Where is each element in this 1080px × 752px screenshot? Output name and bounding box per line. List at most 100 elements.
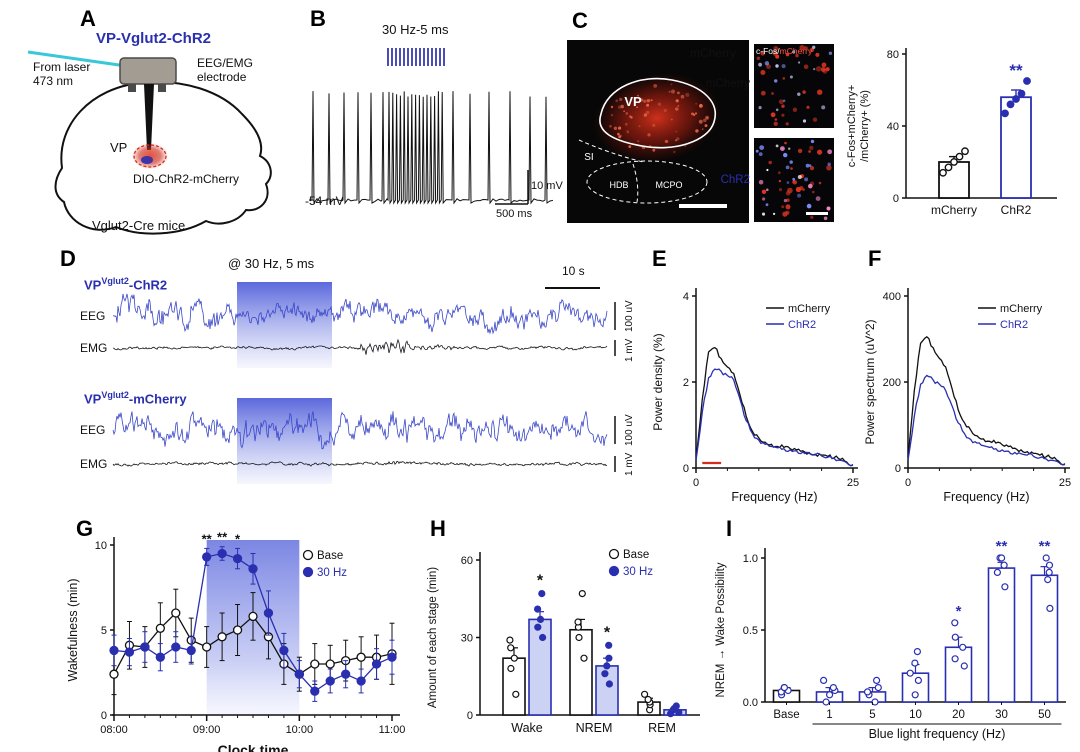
data-point bbox=[578, 589, 586, 598]
mouse-brain-schematic bbox=[27, 50, 272, 235]
mcpo-image-label: MCPO bbox=[656, 180, 683, 190]
vp-boundary bbox=[599, 77, 716, 149]
stim-protocol-label: @ 30 Hz, 5 ms bbox=[228, 256, 315, 271]
electrode-screw bbox=[128, 84, 136, 92]
data-point bbox=[675, 708, 683, 716]
laser-label-line1: From laser bbox=[33, 60, 91, 74]
mcherry-eeg-scale-label: 100 uV bbox=[624, 414, 635, 446]
eeg-emg-headstage bbox=[119, 57, 177, 85]
data-point bbox=[263, 608, 274, 618]
x-tick-label: 50 bbox=[1038, 709, 1051, 721]
vp-fluorescence-image: VP SI HDB MCPO bbox=[567, 40, 749, 223]
series-line bbox=[907, 374, 1066, 466]
mcherry-eeg-label: EEG bbox=[80, 423, 106, 437]
membrane-potential-label: -54 mV bbox=[305, 194, 344, 208]
panel-h-label: H bbox=[430, 516, 446, 541]
spike-train-trace bbox=[309, 48, 554, 205]
image-scalebar bbox=[679, 204, 727, 208]
data-point bbox=[1017, 89, 1026, 98]
chr2-eeg-scale-label: 100 uV bbox=[624, 300, 635, 332]
data-point bbox=[911, 691, 919, 699]
inset-stain-label: c-Fos/mCherry bbox=[756, 46, 812, 56]
laser-label-line2: 473 nm bbox=[33, 74, 74, 88]
data-point bbox=[140, 642, 150, 652]
x-axis-label: Clock time bbox=[218, 742, 289, 752]
stage-amount-chart: 0 30 60 Wake NREM REM * * Base 30 Hz Amount of eac… bbox=[427, 548, 700, 735]
data-point bbox=[109, 669, 119, 679]
significance-mark: ** bbox=[996, 538, 1008, 555]
data-point bbox=[605, 654, 613, 662]
data-point bbox=[605, 641, 613, 649]
chr2-title-prefix: VP bbox=[84, 277, 102, 293]
panel-b-label: B bbox=[310, 6, 326, 31]
significance-mark: ** bbox=[1009, 61, 1023, 80]
chr2-title-suffix: -ChR2 bbox=[128, 277, 168, 293]
signal-trace bbox=[112, 460, 608, 467]
x-category-label: ChR2 bbox=[1001, 203, 1032, 217]
mcherry-title-sup: Vglut2 bbox=[101, 390, 129, 400]
y-axis-label: /mCherry+ (%) bbox=[859, 90, 871, 162]
data-point bbox=[913, 647, 921, 656]
hdb-mcpo-boundary bbox=[586, 160, 708, 204]
electrode-screw bbox=[158, 84, 166, 92]
signal-trace bbox=[112, 411, 608, 450]
y-tick-label: 10 bbox=[95, 540, 107, 552]
data-point bbox=[232, 625, 243, 635]
time-scale-label: 500 ms bbox=[496, 208, 533, 220]
power-density-chart: 0 2 4 0 25 mCherry ChR2 Frequency (Hz) Power den… bbox=[651, 288, 859, 504]
series-line bbox=[695, 368, 854, 467]
data-point bbox=[822, 698, 830, 706]
x-axis-label: Blue light frequency (Hz) bbox=[869, 727, 1006, 741]
panel-e-label: E bbox=[652, 246, 667, 271]
signal-trace bbox=[112, 338, 608, 355]
x-category-label: Wake bbox=[511, 721, 543, 735]
y-tick-label: 0 bbox=[893, 193, 899, 205]
legend-label: ChR2 bbox=[788, 319, 816, 331]
panel-f-label: F bbox=[868, 246, 882, 271]
data-point bbox=[874, 684, 882, 692]
significance-mark: * bbox=[956, 603, 962, 620]
panel-a-label: A bbox=[80, 6, 96, 31]
data-point bbox=[1012, 95, 1020, 103]
data-point bbox=[1006, 100, 1015, 109]
voltage-scale-label: 10 mV bbox=[531, 180, 563, 192]
data-point bbox=[911, 659, 919, 667]
data-point bbox=[325, 659, 335, 669]
data-point bbox=[993, 568, 1001, 577]
electrode-label-line2: electrode bbox=[197, 70, 247, 84]
x-tick-label: 10 bbox=[909, 709, 922, 721]
x-category-label: NREM bbox=[576, 721, 613, 735]
data-point bbox=[951, 655, 959, 663]
data-point bbox=[534, 623, 542, 631]
data-point bbox=[825, 691, 834, 699]
data-point bbox=[1000, 561, 1008, 569]
data-point bbox=[279, 645, 289, 656]
data-point bbox=[356, 676, 366, 686]
data-point bbox=[955, 152, 964, 161]
data-point bbox=[538, 633, 547, 642]
chr2-emg-label: EMG bbox=[80, 341, 108, 355]
y-tick-label: 1.0 bbox=[743, 553, 758, 565]
data-point bbox=[819, 676, 828, 684]
x-tick-label: 10:00 bbox=[286, 724, 314, 736]
data-point bbox=[186, 645, 196, 656]
stim-shade-mcherry bbox=[237, 398, 332, 484]
x-tick-label: 5 bbox=[869, 709, 875, 721]
x-tick-label: 30 bbox=[995, 709, 1008, 721]
data-point bbox=[580, 654, 588, 662]
data-point bbox=[641, 690, 649, 698]
legend-label: mCherry bbox=[1000, 303, 1043, 315]
data-point bbox=[512, 690, 520, 698]
significance-mark: ** bbox=[202, 531, 213, 546]
data-point bbox=[506, 636, 514, 644]
data-point bbox=[672, 702, 680, 710]
data-point bbox=[310, 659, 320, 669]
data-point bbox=[1045, 568, 1053, 577]
data-point bbox=[155, 652, 165, 662]
data-point bbox=[960, 662, 968, 670]
y-tick-label: 60 bbox=[461, 555, 473, 567]
y-axis-label: Wakefulness (min) bbox=[66, 578, 80, 681]
data-point bbox=[1045, 561, 1054, 569]
inset-background bbox=[754, 44, 834, 128]
